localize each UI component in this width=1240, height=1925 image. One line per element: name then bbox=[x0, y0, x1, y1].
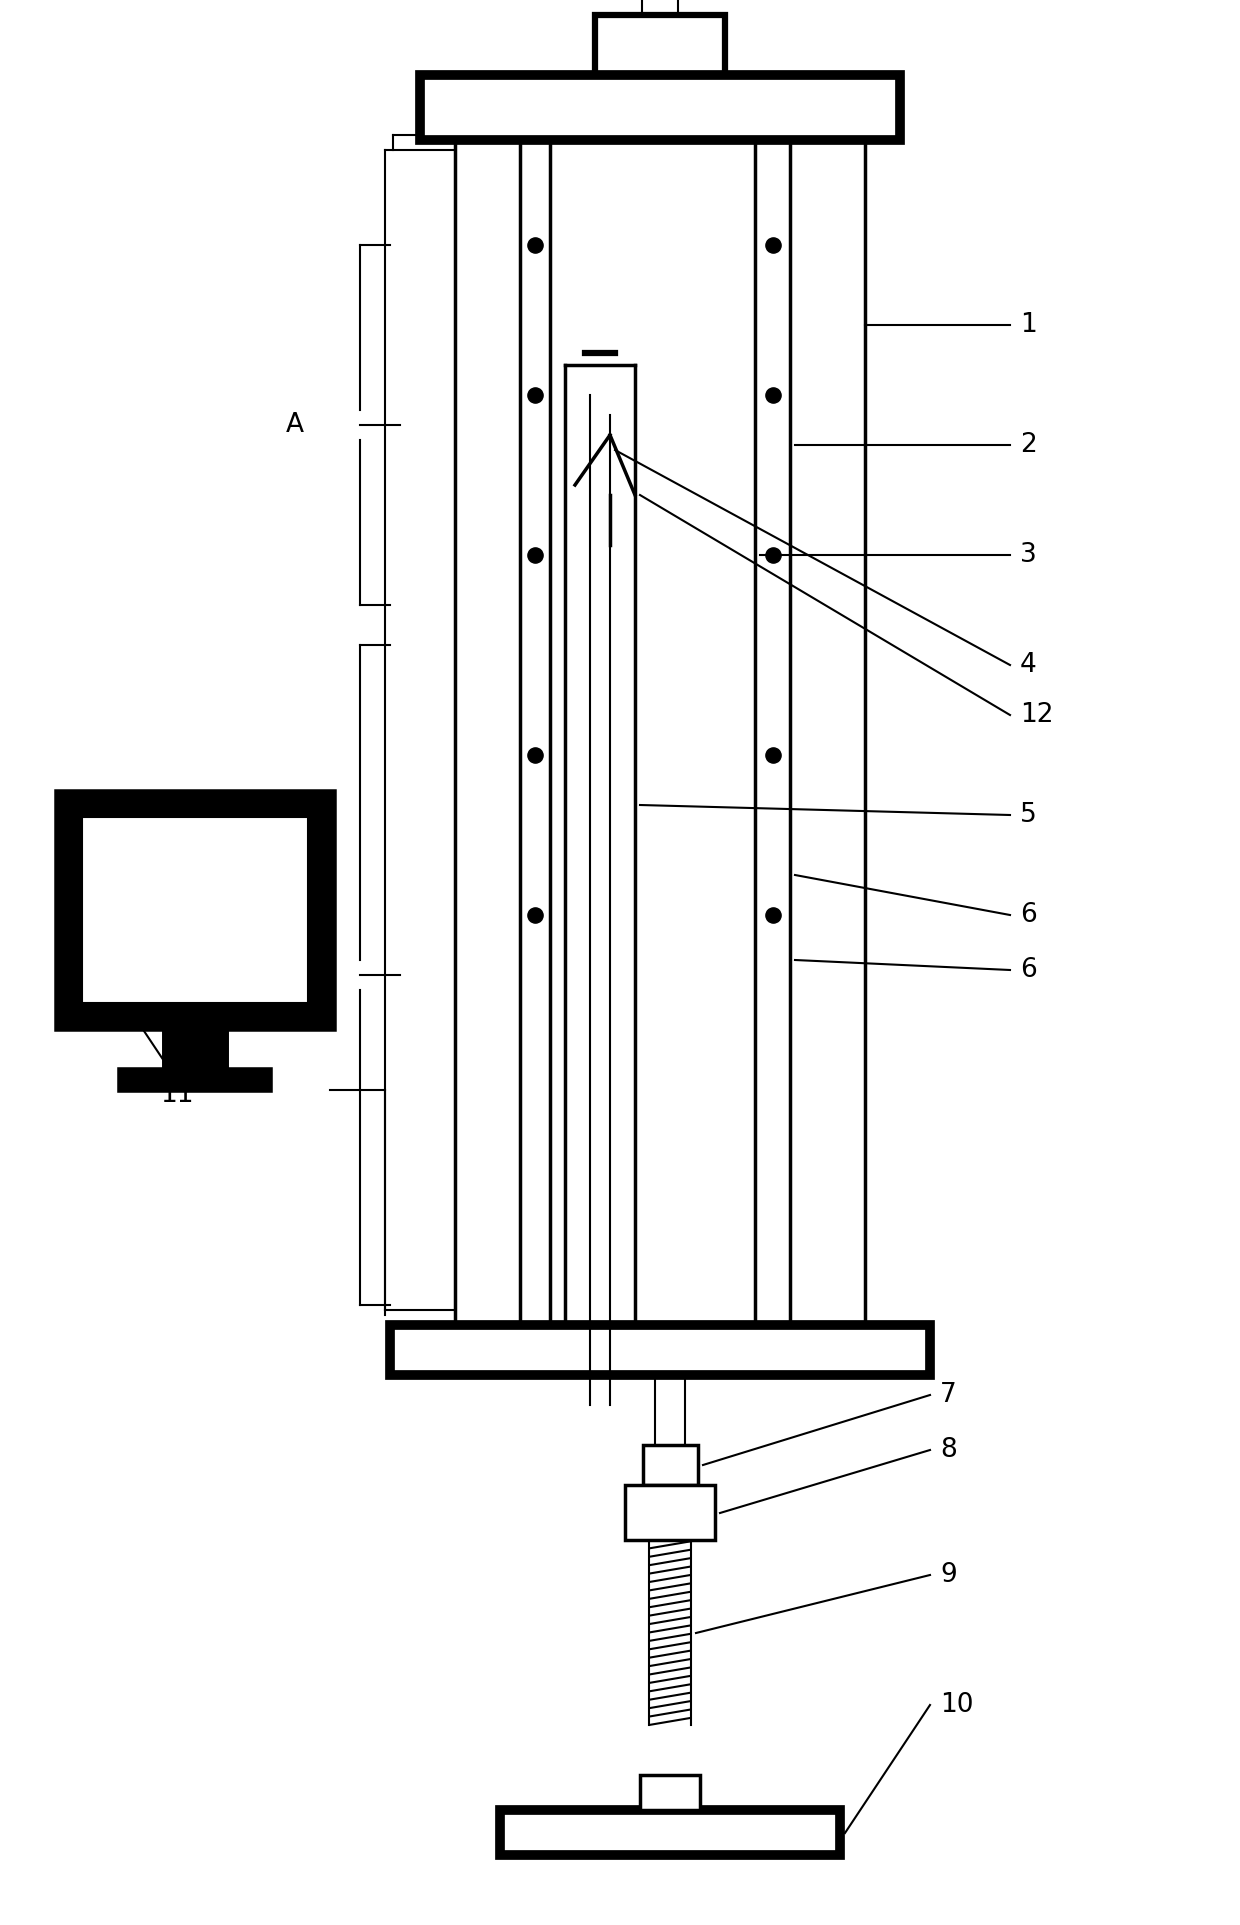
Bar bbox=[640, 1775, 701, 1810]
Point bbox=[763, 899, 782, 930]
Point bbox=[763, 379, 782, 410]
Point bbox=[763, 539, 782, 570]
Point bbox=[525, 539, 544, 570]
Text: 11: 11 bbox=[160, 1082, 193, 1109]
Text: B: B bbox=[286, 962, 304, 988]
Text: 8: 8 bbox=[940, 1436, 957, 1463]
Point bbox=[525, 229, 544, 260]
Text: 5: 5 bbox=[1021, 803, 1037, 828]
Text: 10: 10 bbox=[940, 1692, 973, 1717]
Bar bbox=[420, 75, 900, 141]
Bar bbox=[165, 1024, 224, 1070]
Point bbox=[763, 739, 782, 770]
Point bbox=[525, 899, 544, 930]
Bar bbox=[644, 1446, 698, 1484]
Bar bbox=[82, 816, 308, 1003]
Text: 1: 1 bbox=[1021, 312, 1037, 339]
Text: 2: 2 bbox=[1021, 431, 1037, 458]
Bar bbox=[391, 1324, 930, 1374]
Point bbox=[525, 739, 544, 770]
Bar bbox=[625, 1484, 715, 1540]
Bar bbox=[595, 15, 725, 75]
Text: 4: 4 bbox=[1021, 653, 1037, 678]
Point bbox=[525, 379, 544, 410]
Text: 3: 3 bbox=[1021, 543, 1037, 568]
Bar bbox=[120, 1070, 270, 1090]
Text: A: A bbox=[286, 412, 304, 439]
Text: 7: 7 bbox=[940, 1382, 957, 1407]
Point bbox=[763, 229, 782, 260]
Text: 6: 6 bbox=[1021, 957, 1037, 984]
Text: 9: 9 bbox=[940, 1561, 957, 1588]
Bar bbox=[500, 1810, 839, 1856]
Bar bbox=[60, 795, 330, 1024]
Text: 12: 12 bbox=[1021, 703, 1054, 728]
Text: 6: 6 bbox=[1021, 903, 1037, 928]
